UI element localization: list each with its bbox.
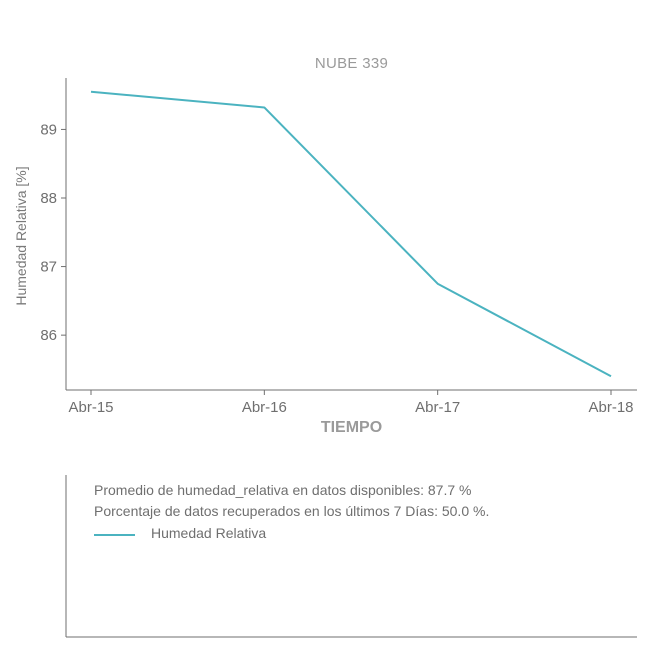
y-tick-label: 88 <box>40 190 57 207</box>
average-text: Promedio de humedad_relativa en datos di… <box>94 482 472 498</box>
legend-line-swatch <box>94 534 135 536</box>
chart-title: NUBE 339 <box>314 55 389 72</box>
legend-item: Humedad Relativa <box>94 524 334 544</box>
percentage-text: Porcentaje de datos recuperados en los ú… <box>94 503 490 519</box>
y-tick-label: 87 <box>40 259 57 276</box>
legend-label: Humedad Relativa <box>151 525 267 541</box>
y-tick-label: 89 <box>40 121 57 138</box>
y-tick-label: 86 <box>40 327 57 344</box>
x-tick-label: Abr-16 <box>242 399 287 416</box>
x-tick-label: Abr-15 <box>68 399 113 416</box>
info-panel-text: Promedio de humedad_relativa en datos di… <box>94 480 489 522</box>
x-axis-label: TIEMPO <box>320 419 383 436</box>
x-tick-label: Abr-18 <box>588 399 633 416</box>
series-line-humedad-relativa <box>90 90 612 378</box>
x-tick-label: Abr-17 <box>415 399 460 416</box>
